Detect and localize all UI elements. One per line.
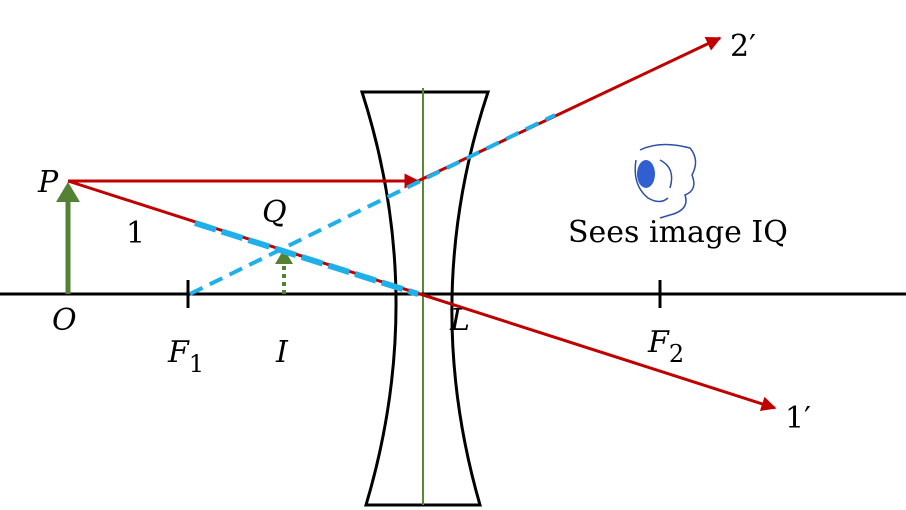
label-F1-letter: F (167, 335, 190, 370)
label-F2-letter: F (647, 325, 670, 360)
observer-note: Sees image IQ (568, 215, 788, 250)
label-L: L (449, 303, 470, 338)
label-F2-subscript: 2 (669, 340, 684, 368)
eye-icon (634, 143, 697, 219)
ray-1 (67, 179, 777, 412)
object-arrowhead (56, 182, 80, 202)
image-arrowhead (275, 249, 293, 264)
label-F2: F2 (647, 325, 684, 368)
label-F1-subscript: 1 (189, 350, 204, 378)
label-ray-1-out: 1′ (785, 401, 811, 436)
label-P: P (37, 165, 59, 200)
label-I: I (275, 335, 289, 370)
virtual-ray-1 (194, 220, 419, 297)
label-O: O (52, 303, 77, 338)
label-ray-2-out: 2′ (730, 29, 756, 64)
label-Q: Q (262, 195, 287, 230)
virtual-ray-2 (189, 113, 556, 296)
concave-lens (359, 90, 491, 507)
label-F1: F1 (167, 335, 204, 378)
label-ray-1: 1 (126, 216, 145, 251)
